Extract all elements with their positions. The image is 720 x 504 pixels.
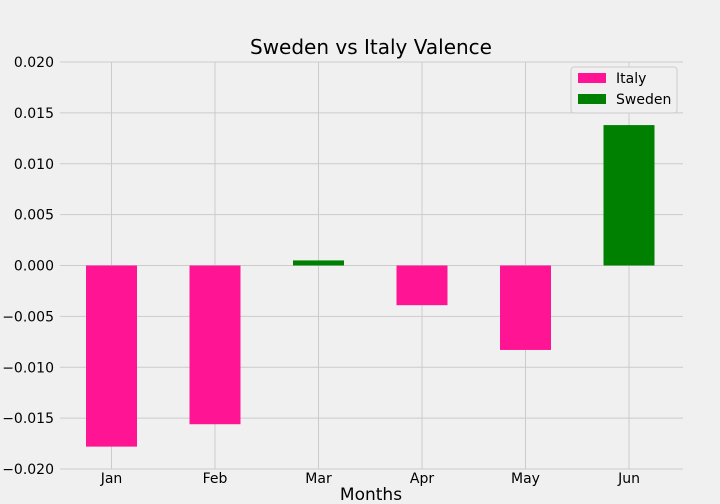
x-tick-label: Feb	[203, 471, 228, 487]
y-tick-label: 0.010	[14, 157, 54, 173]
bar-may	[500, 265, 551, 350]
legend-label-italy: Italy	[616, 71, 646, 87]
bars	[86, 125, 655, 447]
y-tick-labels: −0.020 −0.015 −0.010 −0.005 0.000 0.005 0.010 0…	[2, 55, 54, 478]
bar-jan	[86, 265, 137, 447]
y-tick-label: −0.015	[2, 411, 54, 427]
x-tick-labels: Jan Feb Mar Apr May Jun	[100, 471, 640, 487]
x-tick-label: Mar	[305, 471, 332, 487]
y-tick-label: 0.020	[14, 55, 54, 71]
bar-apr	[396, 265, 448, 306]
x-tick-label: Apr	[410, 471, 434, 487]
y-tick-label: 0.015	[14, 106, 54, 122]
chart-title: Sweden vs Italy Valence	[250, 35, 492, 59]
x-tick-label: Jun	[617, 471, 640, 487]
bar-jun	[603, 125, 655, 266]
y-tick-label: 0.005	[14, 208, 54, 224]
x-tick-label: May	[511, 471, 540, 487]
x-tick-label: Jan	[100, 471, 123, 487]
legend: Italy Sweden	[570, 66, 678, 114]
legend-swatch-italy	[578, 73, 606, 83]
x-axis-title: Months	[340, 485, 402, 504]
y-tick-label: −0.005	[2, 309, 54, 325]
legend-swatch-sweden	[578, 94, 606, 104]
legend-label-sweden: Sweden	[616, 92, 671, 108]
y-tick-label: 0.000	[14, 259, 54, 275]
y-tick-label: −0.010	[2, 360, 54, 376]
y-tick-label: −0.020	[2, 462, 54, 478]
bar-feb	[189, 265, 241, 425]
bar-mar	[293, 260, 344, 266]
